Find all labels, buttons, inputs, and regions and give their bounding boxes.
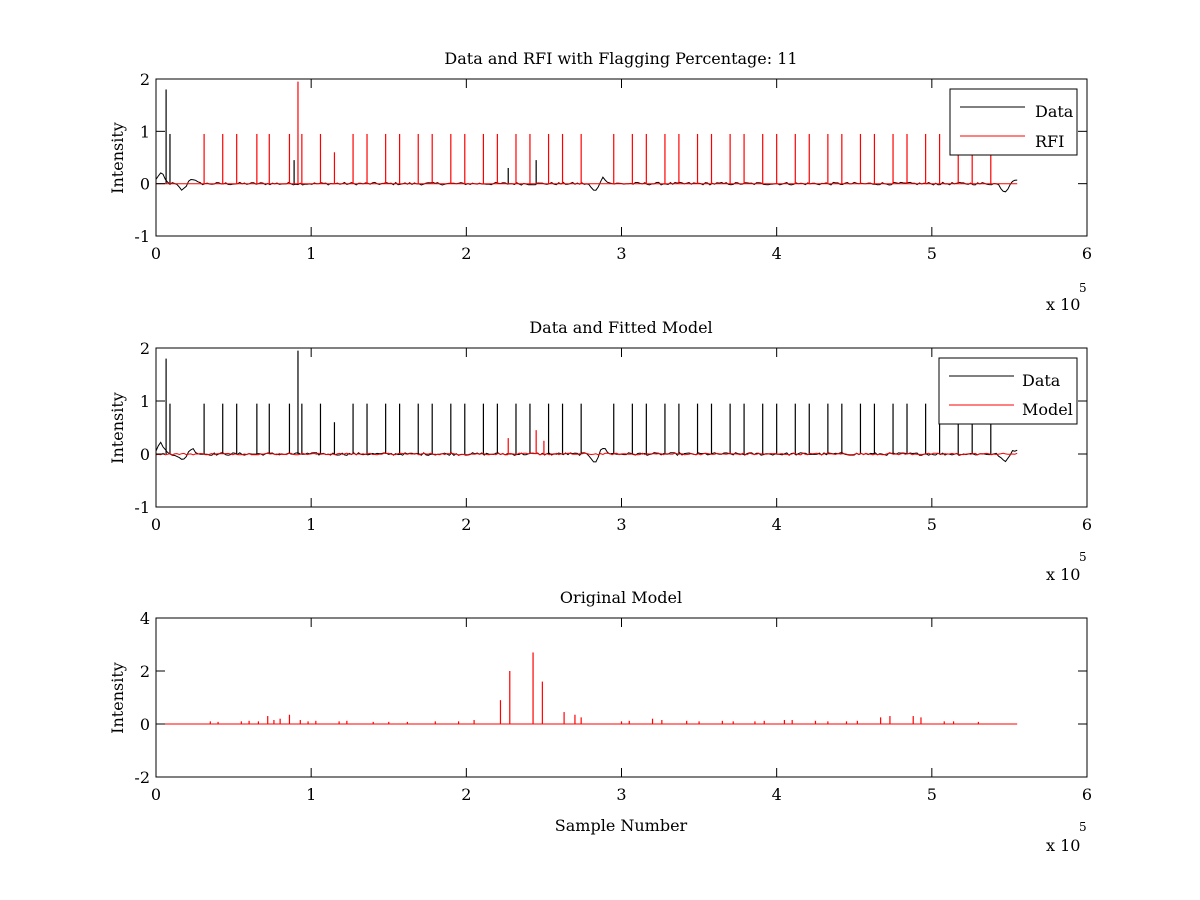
legend: Data RFI xyxy=(949,88,1078,156)
legend-label-rfi: RFI xyxy=(1035,132,1064,151)
panel-data-rfi: Data and RFI with Flagging Percentage: 1… xyxy=(108,49,1092,314)
x-tick-label: 4 xyxy=(772,515,782,534)
series-model-0 xyxy=(156,652,1018,725)
y-tick-label: 2 xyxy=(140,339,150,358)
y-tick-label: -1 xyxy=(134,498,150,517)
x-tick-label: 6 xyxy=(1082,515,1092,534)
legend-box xyxy=(949,88,1078,156)
x-multiplier-label: x 10 xyxy=(1046,565,1080,584)
y-tick-label: 2 xyxy=(140,70,150,89)
y-tick-label: 2 xyxy=(140,662,150,681)
y-tick-label: 1 xyxy=(140,122,150,141)
x-multiplier-exponent: 5 xyxy=(1079,550,1087,564)
panel-title: Data and Fitted Model xyxy=(529,318,712,337)
series-model xyxy=(155,430,1018,456)
x-tick-label: 6 xyxy=(1082,785,1092,804)
x-multiplier-label: x 10 xyxy=(1046,295,1080,314)
x-tick-label: 1 xyxy=(306,244,316,263)
y-axis-label: Intensity xyxy=(108,662,127,734)
y-tick-label: 0 xyxy=(140,715,150,734)
legend-label-data: Data xyxy=(1022,371,1061,390)
panel-original-model: Original Model Intensity Sample Number 0… xyxy=(108,588,1092,855)
y-tick-label: 4 xyxy=(140,609,150,628)
x-tick-label: 3 xyxy=(616,785,626,804)
y-tick-label: 0 xyxy=(140,445,150,464)
x-tick-label: 0 xyxy=(151,515,161,534)
x-tick-label: 4 xyxy=(772,785,782,804)
x-tick-label: 5 xyxy=(927,515,937,534)
x-tick-label: 6 xyxy=(1082,244,1092,263)
y-axis-label: Intensity xyxy=(108,392,127,464)
x-tick-label: 2 xyxy=(461,785,471,804)
legend-box xyxy=(938,357,1078,425)
y-tick-label: 0 xyxy=(140,175,150,194)
y-axis-label: Intensity xyxy=(108,122,127,194)
x-tick-label: 5 xyxy=(927,244,937,263)
x-tick-label: 1 xyxy=(306,515,316,534)
x-multiplier-exponent: 5 xyxy=(1079,820,1087,834)
y-tick-label: 1 xyxy=(140,392,150,411)
y-tick-label: -2 xyxy=(134,768,150,787)
legend-label-model: Model xyxy=(1022,400,1073,419)
x-axis-label: Sample Number xyxy=(555,816,688,835)
x-tick-label: 4 xyxy=(772,244,782,263)
panel-title: Data and RFI with Flagging Percentage: 1… xyxy=(444,49,797,68)
series-rfi xyxy=(156,81,1018,185)
panel-title: Original Model xyxy=(560,588,682,607)
series-line xyxy=(155,452,1018,456)
legend: Data Model xyxy=(938,357,1078,425)
x-tick-label: 2 xyxy=(461,244,471,263)
x-tick-label: 3 xyxy=(616,515,626,534)
panel-data-model: Data and Fitted Model Intensity 0 1 2 3 4 5 6 -… xyxy=(108,318,1092,584)
y-tick-label: -1 xyxy=(134,227,150,246)
x-multiplier-label: x 10 xyxy=(1046,836,1080,855)
x-tick-label: 0 xyxy=(151,785,161,804)
x-tick-label: 2 xyxy=(461,515,471,534)
x-tick-label: 1 xyxy=(306,785,316,804)
x-multiplier-exponent: 5 xyxy=(1079,281,1087,295)
x-tick-label: 3 xyxy=(616,244,626,263)
legend-label-data: Data xyxy=(1035,102,1074,121)
x-tick-label: 0 xyxy=(151,244,161,263)
x-tick-label: 5 xyxy=(927,785,937,804)
